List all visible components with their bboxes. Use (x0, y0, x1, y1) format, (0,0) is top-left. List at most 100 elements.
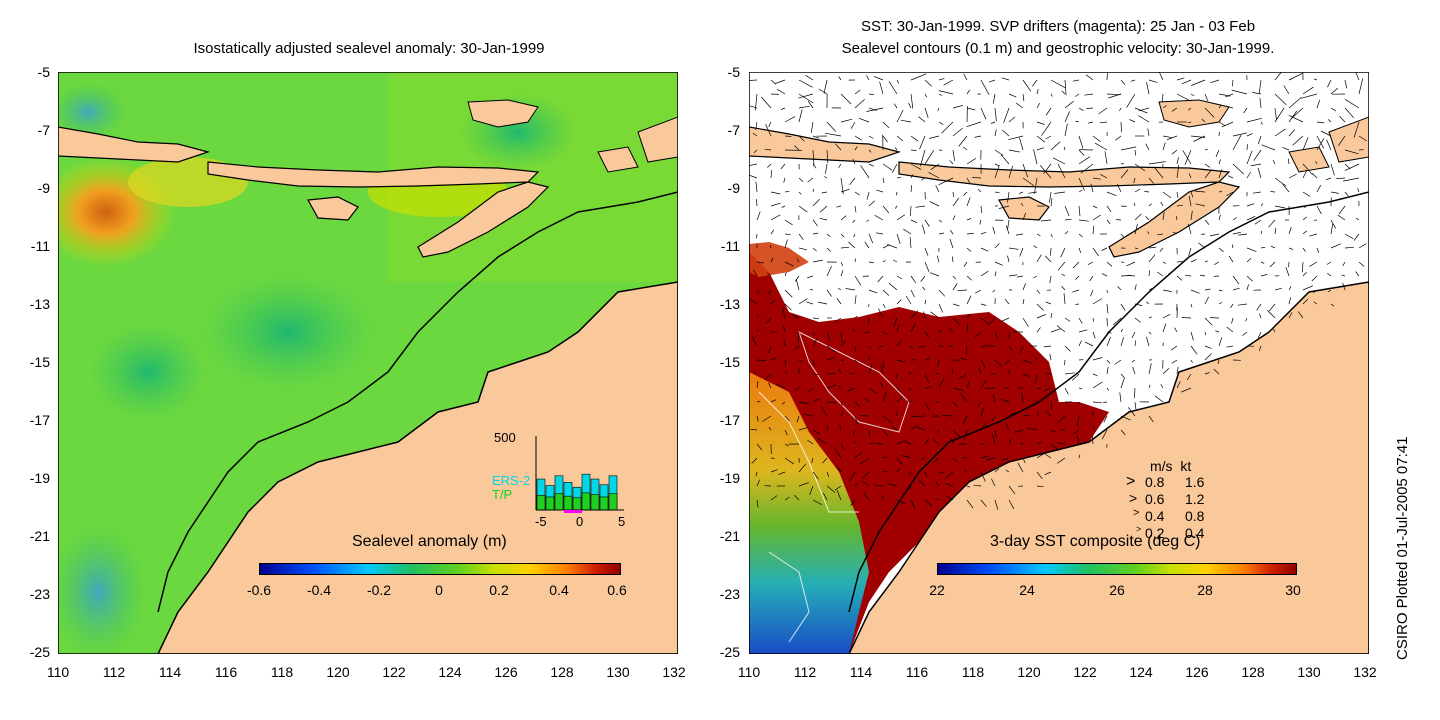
velocity-vector (1274, 93, 1287, 105)
x-tick: 116 (905, 664, 929, 680)
velocity-vector (770, 299, 776, 305)
velocity-vector (798, 191, 802, 195)
velocity-vector (1092, 357, 1103, 361)
velocity-vector (860, 165, 870, 179)
velocity-vector (1176, 381, 1181, 389)
velocity-vector (1148, 246, 1157, 249)
x-tick: 118 (961, 664, 985, 680)
velocity-vector (812, 373, 819, 375)
velocity-vector (768, 345, 772, 353)
velocity-vector (882, 121, 890, 129)
right-colorbar-tick: 24 (1019, 582, 1035, 598)
velocity-vector (882, 163, 893, 171)
velocity-vector (1355, 72, 1360, 81)
velocity-vector (1089, 275, 1094, 282)
velocity-vector (1320, 130, 1332, 137)
shelf-contour (848, 191, 1369, 613)
y-tick: -15 (719, 354, 740, 370)
velocity-vector (756, 211, 761, 221)
velocity-vector (924, 499, 933, 507)
velocity-vector (838, 163, 842, 168)
velocity-vector (888, 81, 898, 95)
velocity-vector (798, 105, 810, 109)
velocity-vector (1090, 183, 1094, 193)
left-colorbar-tick: -0.4 (306, 582, 332, 598)
velocity-vector (1316, 121, 1325, 124)
velocity-vector (894, 147, 898, 151)
velocity-vector (991, 478, 996, 487)
velocity-vector (1075, 303, 1080, 305)
velocity-vector (1148, 203, 1152, 207)
velocity-vector (1302, 271, 1307, 277)
velocity-vector (1195, 203, 1206, 207)
velocity-vector (935, 185, 940, 193)
velocity-vector (812, 317, 820, 320)
velocity-vector (880, 365, 884, 375)
velocity-vector (1176, 366, 1179, 375)
velocity-vector (1036, 103, 1041, 109)
velocity-vector (1162, 142, 1166, 151)
velocity-vector (1188, 121, 1192, 124)
velocity-vector (1036, 289, 1041, 294)
velocity-vector (1274, 128, 1286, 137)
velocity-vector (821, 406, 828, 417)
velocity-vector (1032, 79, 1038, 87)
velocity-vector (1176, 157, 1179, 165)
velocity-vector (1008, 93, 1017, 98)
velocity-vector (1302, 86, 1314, 95)
velocity-vector (952, 275, 957, 280)
velocity-vector (1008, 135, 1024, 141)
velocity-vector (932, 439, 940, 445)
velocity-vector (1041, 121, 1052, 136)
x-tick: 132 (1353, 664, 1377, 680)
velocity-vector (1008, 116, 1016, 123)
velocity-vector (888, 283, 898, 291)
velocity-vector (1190, 259, 1197, 263)
velocity-vector (826, 401, 837, 404)
y-tick: -19 (29, 470, 50, 486)
wetar-islands (467, 99, 539, 128)
velocity-vector (1020, 442, 1024, 445)
velocity-vector (1337, 214, 1346, 221)
velocity-vector (1148, 177, 1154, 184)
velocity-vector (1049, 191, 1052, 203)
velocity-vector (1017, 275, 1024, 278)
velocity-vector (1036, 147, 1045, 151)
velocity-vector (784, 190, 790, 193)
velocity-vector (840, 93, 852, 105)
velocity-vector (1049, 275, 1052, 284)
velocity-vector (1190, 345, 1198, 355)
velocity-vector (756, 199, 758, 207)
velocity-vector (1288, 312, 1293, 319)
velocity-vector (1087, 261, 1094, 266)
velocity-vector (1302, 137, 1309, 151)
velocity-vector (882, 391, 887, 403)
velocity-vector (938, 90, 954, 95)
velocity-vector (1288, 97, 1302, 109)
velocity-vector (1344, 107, 1354, 119)
velocity-vector (1327, 273, 1332, 277)
velocity-vector (946, 496, 954, 501)
velocity-vector (896, 275, 903, 280)
velocity-vector (862, 481, 870, 487)
velocity-vector (1092, 381, 1103, 389)
velocity-vector (1204, 296, 1210, 305)
velocity-vector (1119, 392, 1122, 403)
velocity-vector (1057, 415, 1066, 424)
velocity-vector (1232, 135, 1242, 151)
velocity-vector (905, 295, 912, 305)
geostrophic-velocity-vectors (749, 72, 1367, 510)
velocity-vector (973, 484, 982, 487)
velocity-vector (1063, 293, 1066, 305)
velocity-vector (952, 429, 961, 438)
velocity-vector (819, 217, 828, 221)
velocity-vector (1133, 177, 1136, 184)
velocity-vector (1226, 106, 1234, 109)
velocity-vector (1064, 123, 1068, 137)
velocity-vector (751, 457, 758, 464)
velocity-vector (1316, 138, 1325, 151)
velocity-vector (752, 132, 758, 137)
velocity-vector (1176, 93, 1191, 102)
velocity-vector (849, 372, 856, 375)
velocity-vector (1120, 303, 1126, 311)
